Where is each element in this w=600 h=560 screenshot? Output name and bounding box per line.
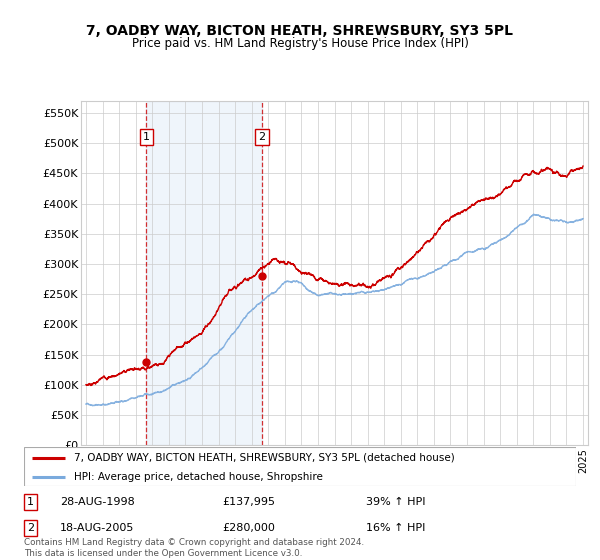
Text: 7, OADBY WAY, BICTON HEATH, SHREWSBURY, SY3 5PL: 7, OADBY WAY, BICTON HEATH, SHREWSBURY, … — [86, 24, 514, 38]
Text: 28-AUG-1998: 28-AUG-1998 — [60, 497, 134, 507]
Bar — [146, 101, 262, 445]
Text: Price paid vs. HM Land Registry's House Price Index (HPI): Price paid vs. HM Land Registry's House … — [131, 37, 469, 50]
Text: 2: 2 — [259, 132, 265, 142]
Text: 39% ↑ HPI: 39% ↑ HPI — [366, 497, 426, 507]
Text: Contains HM Land Registry data © Crown copyright and database right 2024.
This d: Contains HM Land Registry data © Crown c… — [24, 538, 364, 558]
Text: 16% ↑ HPI: 16% ↑ HPI — [366, 523, 425, 533]
Text: £137,995: £137,995 — [223, 497, 276, 507]
Text: HPI: Average price, detached house, Shropshire: HPI: Average price, detached house, Shro… — [74, 472, 323, 482]
FancyBboxPatch shape — [24, 447, 576, 486]
Text: 18-AUG-2005: 18-AUG-2005 — [60, 523, 134, 533]
Text: 1: 1 — [27, 497, 34, 507]
Text: 1: 1 — [143, 132, 150, 142]
Text: £280,000: £280,000 — [223, 523, 275, 533]
Text: 2: 2 — [27, 523, 34, 533]
Text: 7, OADBY WAY, BICTON HEATH, SHREWSBURY, SY3 5PL (detached house): 7, OADBY WAY, BICTON HEATH, SHREWSBURY, … — [74, 452, 454, 463]
